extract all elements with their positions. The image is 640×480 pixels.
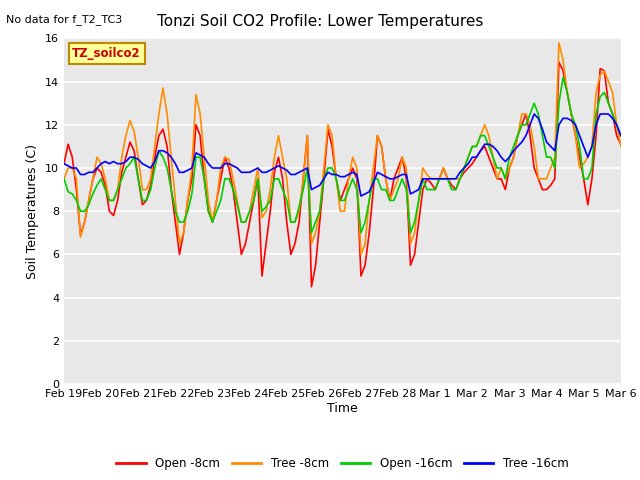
Text: No data for f_T2_TC3: No data for f_T2_TC3: [6, 14, 123, 25]
Text: Tonzi Soil CO2 Profile: Lower Temperatures: Tonzi Soil CO2 Profile: Lower Temperatur…: [157, 14, 483, 29]
X-axis label: Time: Time: [327, 402, 358, 415]
Legend: Open -8cm, Tree -8cm, Open -16cm, Tree -16cm: Open -8cm, Tree -8cm, Open -16cm, Tree -…: [111, 453, 573, 475]
Y-axis label: Soil Temperatures (C): Soil Temperatures (C): [26, 144, 40, 279]
Text: TZ_soilco2: TZ_soilco2: [72, 47, 141, 60]
